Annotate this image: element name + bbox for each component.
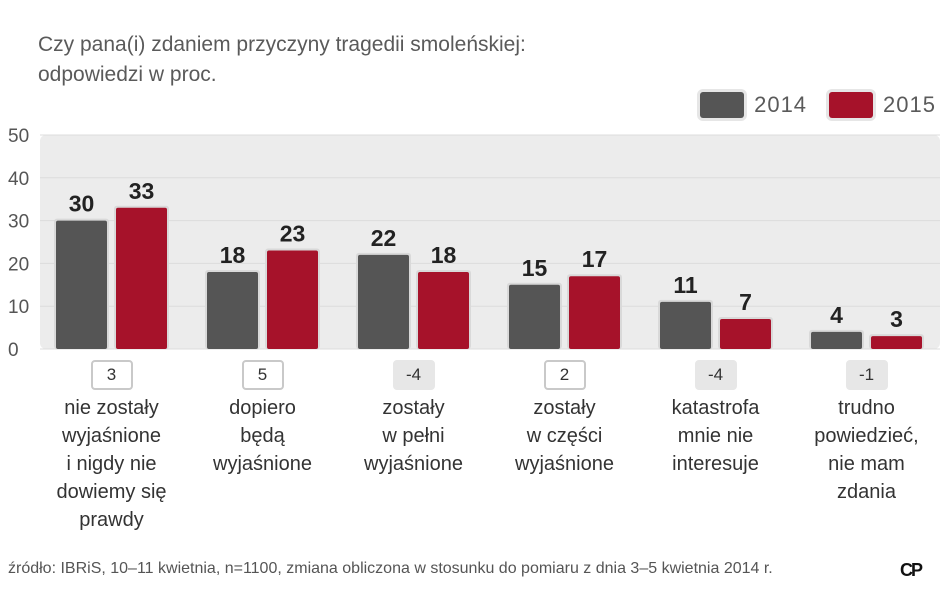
legend-item-2014: 2014 xyxy=(700,92,807,118)
bar-2014 xyxy=(811,331,862,349)
source-note: źródło: IBRiS, 10–11 kwietnia, n=1100, z… xyxy=(8,560,773,577)
change-badge: -1 xyxy=(845,360,888,390)
category-label: nie zostały wyjaśnione i nigdy nie dowie… xyxy=(56,397,167,531)
bar-2014 xyxy=(509,284,560,349)
bar-2015 xyxy=(267,250,318,349)
legend-label-2014: 2014 xyxy=(754,92,808,117)
bar-2015 xyxy=(418,271,469,349)
y-tick-label: 40 xyxy=(8,169,29,190)
data-label: 7 xyxy=(739,289,752,315)
data-label: 11 xyxy=(673,272,698,298)
data-label: 15 xyxy=(522,255,548,281)
data-label: 33 xyxy=(129,178,155,204)
chart-title: Czy pana(i) zdaniem przyczyny tragedii s… xyxy=(38,33,526,86)
bar-2015 xyxy=(720,319,771,349)
bar-2015 xyxy=(569,276,620,349)
y-tick-label: 20 xyxy=(8,254,29,275)
bar-2014 xyxy=(207,271,258,349)
data-label: 23 xyxy=(280,221,306,247)
data-label: 4 xyxy=(830,302,843,328)
category-label: zostały w części wyjaśnione xyxy=(515,397,614,475)
y-tick-label: 30 xyxy=(8,212,29,233)
y-tick-label: 0 xyxy=(8,340,19,361)
category-label: katastrofa mnie nie interesuje xyxy=(671,397,760,475)
bar-chart: 0 10 20 30 40 50 30 33 18 23 22 18 15 17 11 7 4 3 xyxy=(8,126,940,361)
change-badge: 2 xyxy=(543,360,586,390)
data-label: 3 xyxy=(890,306,903,332)
legend-swatch-2015 xyxy=(829,92,874,118)
legend-label-2015: 2015 xyxy=(883,92,936,117)
bar-2014 xyxy=(358,254,409,349)
y-tick-label: 10 xyxy=(8,297,29,318)
bar-2015 xyxy=(116,207,167,349)
legend-item-2015: 2015 xyxy=(829,92,936,118)
bar-2015 xyxy=(871,336,922,349)
change-badge: 3 xyxy=(90,360,133,390)
category-label: zostały w pełni wyjaśnione xyxy=(364,397,463,475)
y-tick-label: 50 xyxy=(8,126,29,147)
legend-swatch-2014 xyxy=(700,92,745,118)
change-badge: -4 xyxy=(694,360,737,390)
plot-background xyxy=(40,135,940,349)
legend: 2014 2015 xyxy=(678,92,936,118)
data-label: 18 xyxy=(431,242,457,268)
data-label: 30 xyxy=(69,191,95,217)
data-label: 18 xyxy=(220,242,246,268)
data-label: 22 xyxy=(371,225,397,251)
change-badge: -4 xyxy=(392,360,435,390)
data-label: 17 xyxy=(582,246,608,272)
category-label: dopiero będą wyjaśnione xyxy=(213,397,312,475)
publisher-logo: CP xyxy=(900,560,923,580)
bar-2014 xyxy=(56,220,107,349)
change-badge: 5 xyxy=(241,360,284,390)
category-label: trudno powiedzieć, nie mam zdania xyxy=(814,397,919,503)
bar-2014 xyxy=(660,301,711,349)
